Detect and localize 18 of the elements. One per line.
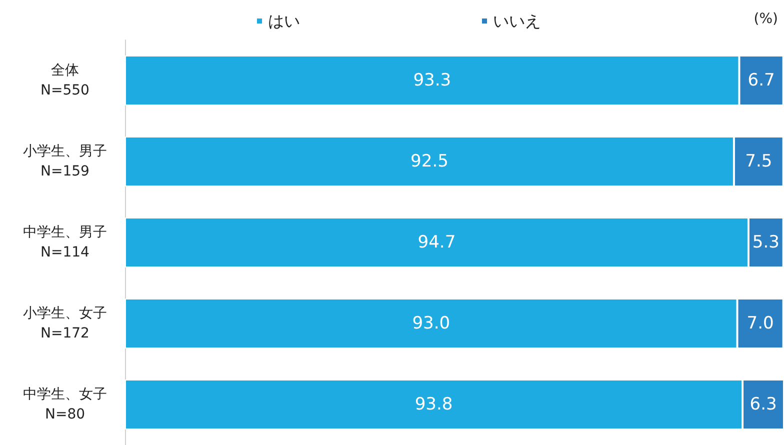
y-tick-label: 小学生、女子 N=172 <box>23 306 107 342</box>
data-label: 7.0 <box>746 314 774 334</box>
data-label: 94.7 <box>418 232 456 252</box>
data-label: 6.7 <box>748 70 775 90</box>
data-label: 6.3 <box>750 394 777 414</box>
y-tick-label: 中学生、男子 N=114 <box>23 224 107 260</box>
data-label: 93.8 <box>414 394 453 414</box>
data-label: 7.5 <box>745 152 772 172</box>
data-label: 92.5 <box>410 152 448 172</box>
y-tick-label: 全体 N=550 <box>40 62 90 98</box>
legend-label: はい <box>268 12 300 30</box>
data-label: 5.3 <box>752 232 780 252</box>
y-tick-label: 中学生、女子 N=80 <box>23 386 107 422</box>
data-label: 93.3 <box>413 70 452 90</box>
text: (%) <box>754 11 778 27</box>
legend-label: いいえ <box>493 12 541 30</box>
y-tick-label: 小学生、男子 N=159 <box>23 144 107 180</box>
data-label: 93.0 <box>412 314 450 334</box>
